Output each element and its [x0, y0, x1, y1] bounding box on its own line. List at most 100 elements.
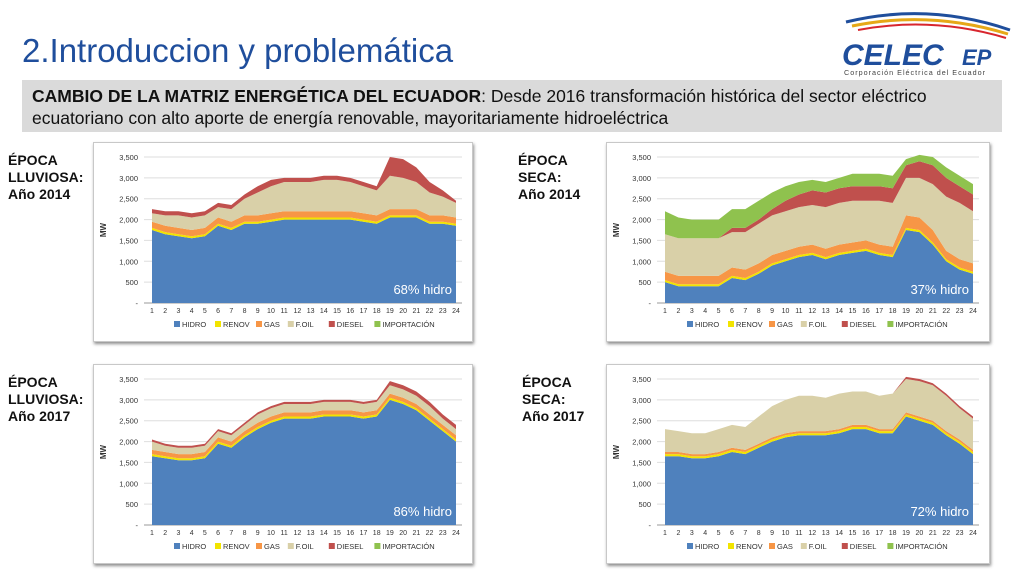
- y-tick-label: 3,000: [632, 174, 651, 183]
- x-tick-label: 18: [889, 308, 897, 315]
- legend-swatch: [687, 543, 693, 549]
- legend-label: IMPORTACIÓN: [895, 320, 947, 329]
- y-tick-label: 2,000: [119, 216, 138, 225]
- legend-label: DIESEL: [850, 542, 877, 551]
- area-f-oil: [665, 379, 973, 455]
- x-tick-label: 9: [770, 308, 774, 315]
- x-tick-label: 7: [229, 308, 233, 315]
- legend-swatch: [374, 543, 381, 549]
- hydro-share-annotation: 68% hidro: [393, 282, 452, 297]
- area-hidro: [152, 217, 456, 303]
- x-tick-label: 4: [190, 530, 194, 537]
- chart-seca-2014: -500 1,000 1,500 2,000 2,500 3,000 3,500 MW 1 2 3 4…: [606, 142, 990, 342]
- x-tick-label: 4: [190, 308, 194, 315]
- y-tick-label: 500: [638, 278, 651, 287]
- area-f-oil: [152, 385, 456, 455]
- legend-label: HIDRO: [182, 320, 206, 329]
- y-tick-label: 1,000: [632, 257, 651, 266]
- y-tick-label: -: [136, 299, 139, 308]
- x-tick-label: 8: [243, 530, 247, 537]
- legend-swatch: [728, 543, 734, 549]
- y-tick-label: -: [649, 299, 652, 308]
- y-tick-label: 2,000: [632, 438, 651, 447]
- legend-swatch: [328, 543, 335, 549]
- y-tick-label: 3,000: [119, 396, 138, 405]
- x-tick-label: 15: [849, 530, 857, 537]
- x-tick-label: 19: [386, 530, 394, 537]
- y-tick-label: 1,500: [119, 458, 138, 467]
- label-line: ÉPOCA: [522, 374, 572, 390]
- x-tick-label: 8: [243, 308, 247, 315]
- label-line: Año 2014: [8, 186, 71, 202]
- legend-swatch: [215, 321, 221, 327]
- chart-lluviosa-2017: -500 1,000 1,500 2,000 2,500 3,000 3,500 MW 1 2 3 4…: [93, 364, 473, 564]
- x-tick-label: 3: [176, 530, 180, 537]
- legend-swatch: [256, 321, 262, 327]
- area-f-oil: [152, 175, 456, 230]
- x-tick-label: 24: [969, 308, 977, 315]
- label-line: SECA:: [518, 169, 562, 185]
- x-tick-label: 3: [690, 530, 694, 537]
- y-tick-label: 1,000: [119, 479, 138, 488]
- label-lluviosa-2014: ÉPOCA LLUVIOSA: Año 2014: [8, 152, 98, 203]
- x-tick-label: 9: [770, 530, 774, 537]
- x-tick-label: 7: [743, 308, 747, 315]
- x-tick-label: 14: [835, 530, 843, 537]
- x-tick-label: 5: [717, 308, 721, 315]
- legend-swatch: [887, 543, 894, 549]
- legend-label: F.OIL: [809, 320, 827, 329]
- label-line: ÉPOCA: [8, 152, 58, 168]
- celec-logo: CELEC EP Corporación Eléctrica del Ecuad…: [838, 8, 1018, 80]
- x-tick-label: 14: [320, 530, 328, 537]
- x-tick-label: 5: [717, 530, 721, 537]
- y-tick-label: 2,500: [632, 417, 651, 426]
- label-seca-2014: ÉPOCA SECA: Año 2014: [518, 152, 608, 203]
- x-tick-label: 3: [690, 308, 694, 315]
- x-tick-label: 2: [163, 308, 167, 315]
- x-tick-label: 14: [835, 308, 843, 315]
- label-line: SECA:: [522, 391, 566, 407]
- y-tick-label: 3,500: [632, 375, 651, 384]
- legend-label: F.OIL: [296, 320, 314, 329]
- y-tick-label: 3,500: [632, 153, 651, 162]
- x-tick-label: 13: [822, 308, 830, 315]
- legend-label: RENOV: [223, 320, 250, 329]
- legend-label: F.OIL: [809, 542, 827, 551]
- x-tick-label: 19: [902, 530, 910, 537]
- legend-label: IMPORTACIÓN: [382, 320, 434, 329]
- x-tick-label: 19: [386, 308, 394, 315]
- x-tick-label: 2: [163, 530, 167, 537]
- legend-swatch: [769, 543, 775, 549]
- x-tick-label: 24: [452, 530, 460, 537]
- x-tick-label: 20: [916, 308, 924, 315]
- x-tick-label: 7: [229, 530, 233, 537]
- y-axis-label: MW: [99, 222, 108, 237]
- x-tick-label: 18: [889, 530, 897, 537]
- legend-swatch: [174, 543, 180, 549]
- x-tick-label: 11: [281, 308, 288, 315]
- x-tick-label: 22: [426, 308, 434, 315]
- y-tick-label: 2,500: [119, 195, 138, 204]
- logo-text: CELEC: [842, 39, 945, 72]
- x-tick-label: 5: [203, 530, 207, 537]
- area-importaci-n: [665, 154, 973, 239]
- x-tick-label: 1: [663, 530, 667, 537]
- x-tick-label: 10: [782, 530, 790, 537]
- y-tick-label: -: [136, 521, 139, 530]
- legend-label: DIESEL: [337, 542, 364, 551]
- x-tick-label: 11: [795, 308, 802, 315]
- area-f-oil: [665, 177, 973, 276]
- x-tick-label: 24: [969, 530, 977, 537]
- legend-swatch: [769, 321, 775, 327]
- x-tick-label: 7: [743, 530, 747, 537]
- x-tick-label: 12: [808, 308, 816, 315]
- logo-tagline: Corporación Eléctrica del Ecuador: [844, 68, 986, 77]
- x-tick-label: 13: [822, 530, 830, 537]
- x-tick-label: 13: [307, 308, 315, 315]
- legend-swatch: [687, 321, 693, 327]
- y-tick-label: 1,500: [632, 458, 651, 467]
- x-tick-label: 14: [320, 308, 328, 315]
- legend-swatch: [374, 321, 381, 327]
- legend-label: RENOV: [223, 542, 250, 551]
